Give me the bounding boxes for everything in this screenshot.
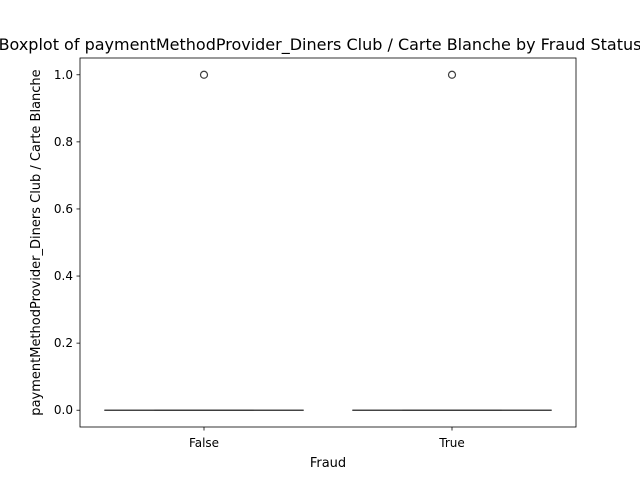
y-axis-label: paymentMethodProvider_Diners Club / Cart…: [29, 69, 44, 415]
box-true: [352, 70, 552, 411]
box-series: [104, 70, 552, 411]
chart-title: Boxplot of paymentMethodProvider_Diners …: [0, 35, 640, 55]
y-tick-label: 1.0: [54, 68, 73, 82]
y-tick-label: 0.6: [54, 202, 73, 216]
x-axis-ticks: False True: [189, 427, 465, 450]
outlier-point: [447, 70, 457, 79]
x-axis-label: Fraud: [310, 456, 346, 471]
plot-area-frame: [79, 57, 577, 428]
y-axis-ticks: 0.0 0.2 0.4 0.6 0.8 1.0: [54, 68, 80, 417]
box-false: [104, 70, 304, 411]
y-tick-label: 0.4: [54, 269, 73, 283]
x-tick-label: False: [189, 436, 219, 450]
y-tick-label: 0.0: [54, 403, 73, 417]
y-tick-label: 0.8: [54, 135, 73, 149]
outlier-point: [199, 70, 209, 79]
x-tick-label: True: [438, 436, 465, 450]
y-tick-label: 0.2: [54, 336, 73, 350]
